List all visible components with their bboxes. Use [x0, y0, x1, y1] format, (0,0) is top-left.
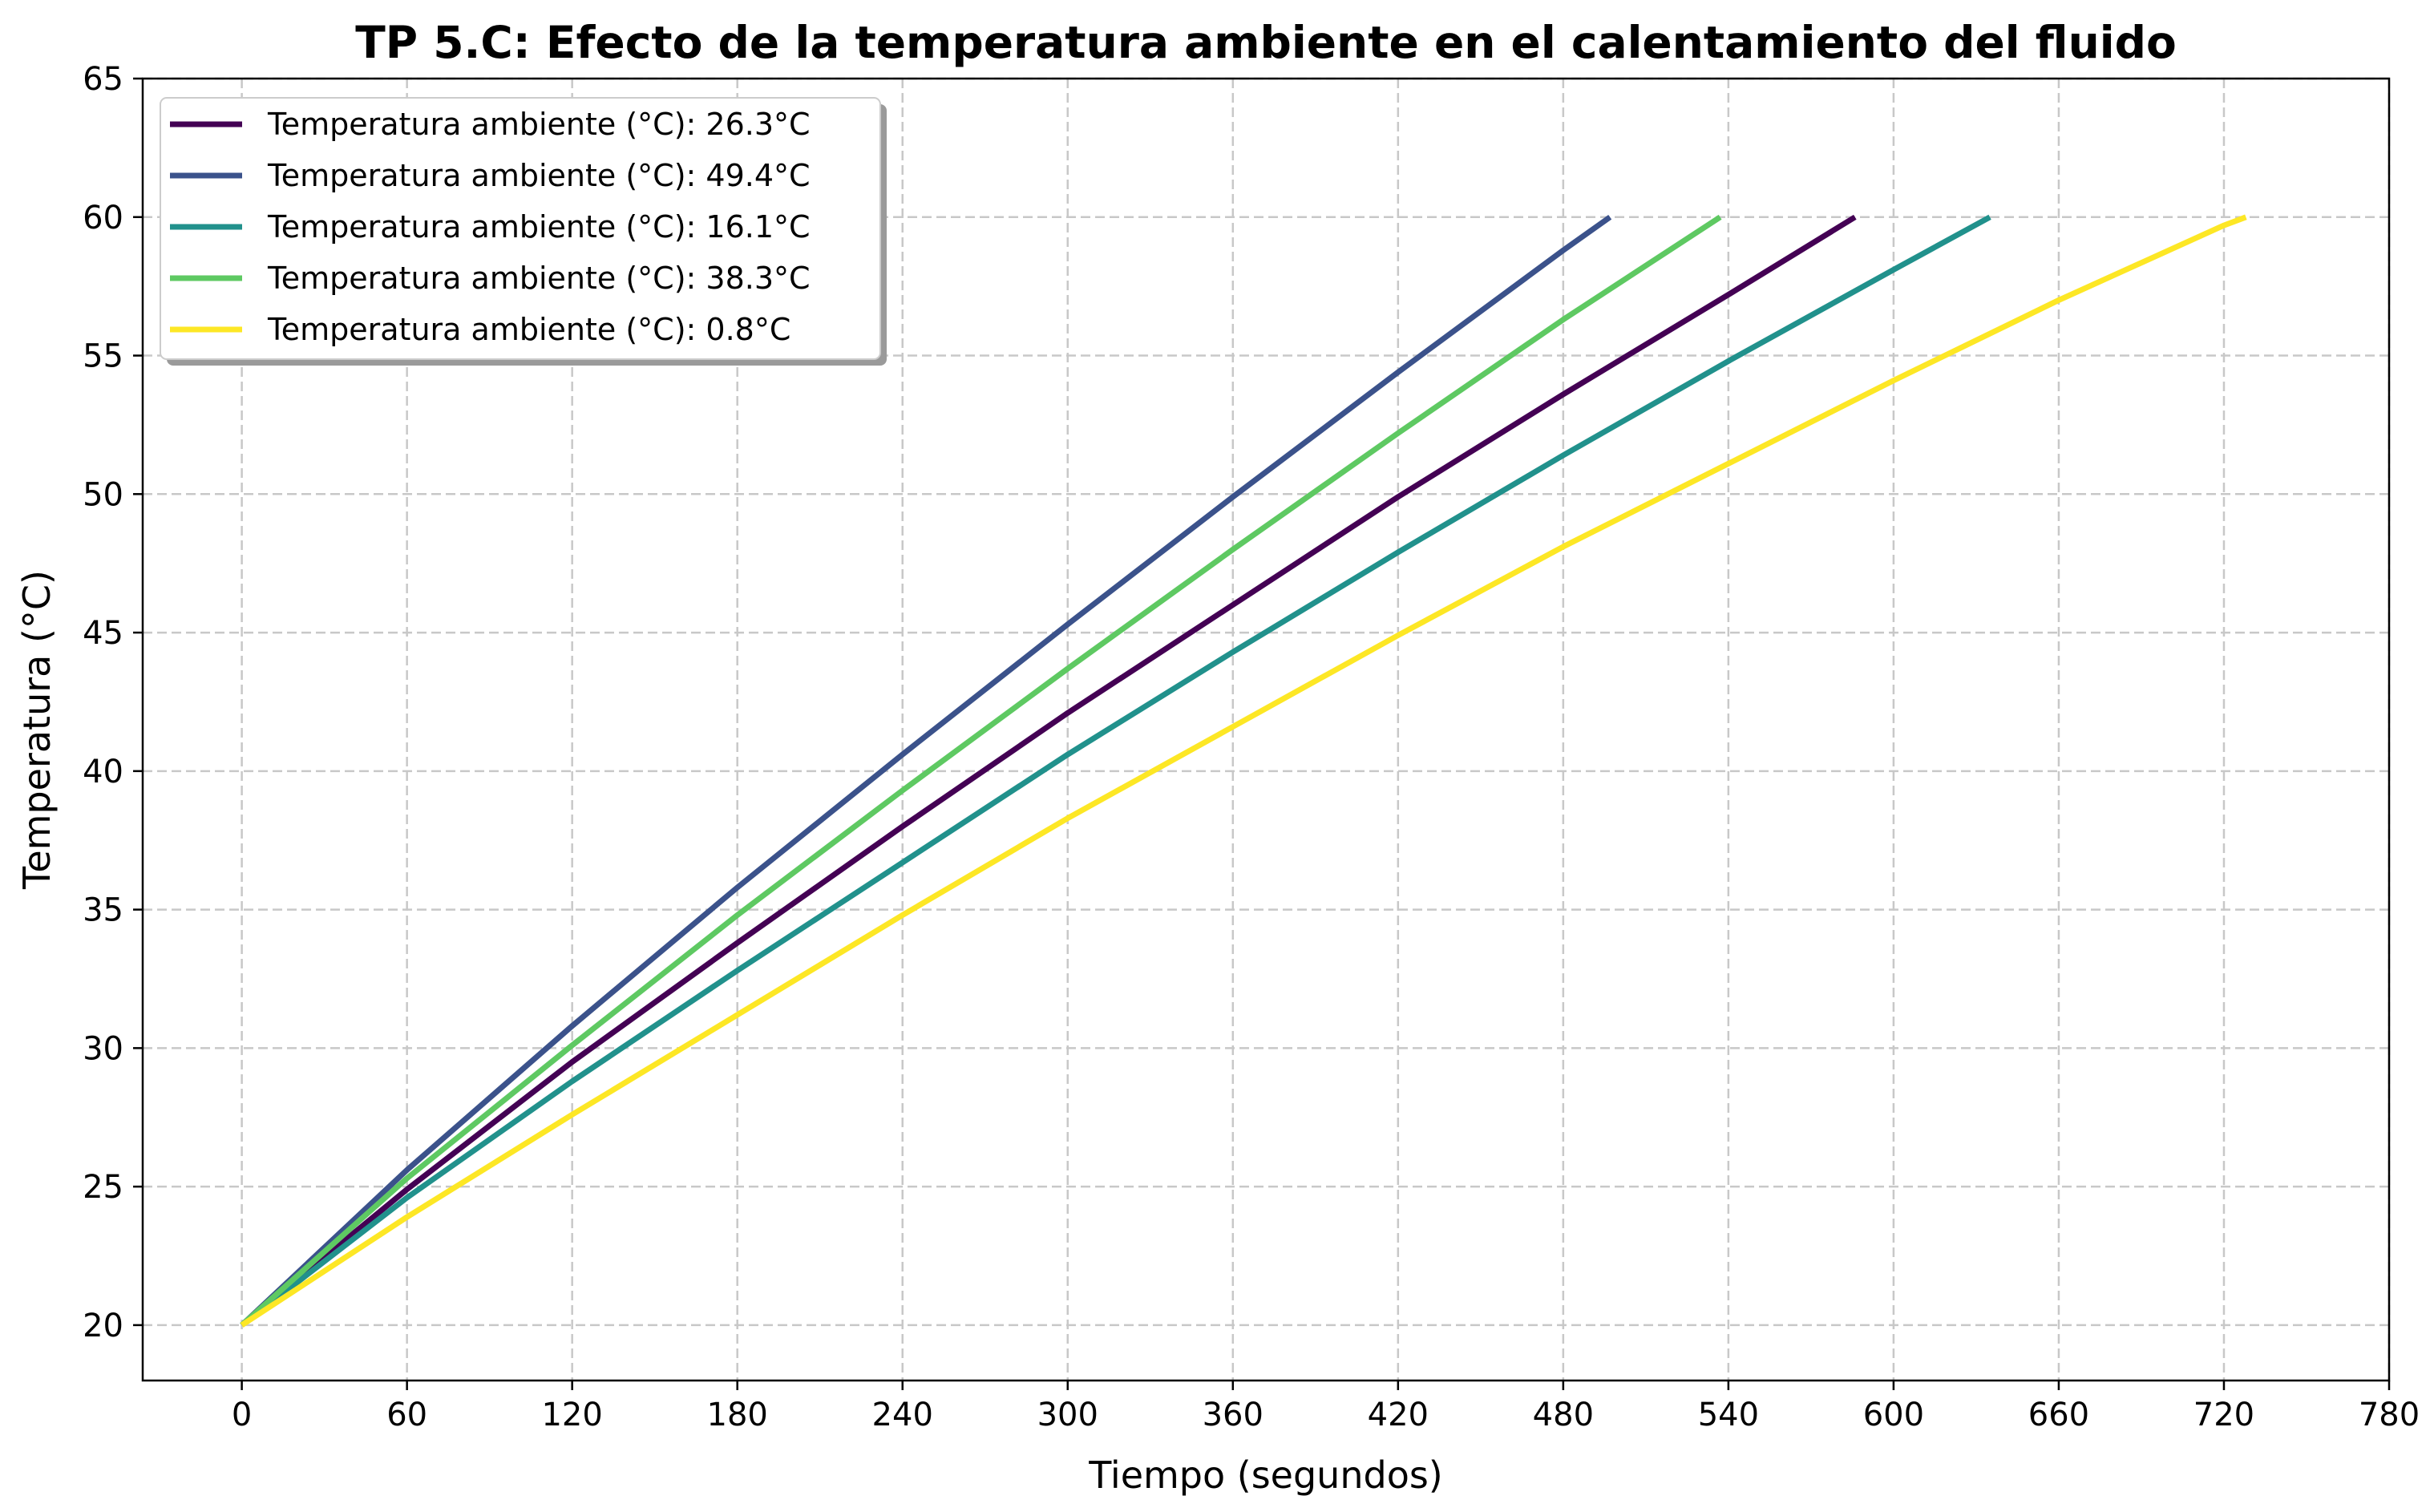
x-tick-label: 660: [2028, 1397, 2089, 1433]
y-tick-label: 45: [83, 615, 123, 652]
y-tick-label: 65: [83, 61, 123, 98]
series-line-2: [240, 214, 1612, 1328]
y-tick-label: 25: [83, 1169, 123, 1206]
x-axis-label: Tiempo (segundos): [1088, 1453, 1443, 1497]
y-tick-label: 55: [83, 338, 123, 375]
series-line-4: [240, 214, 1722, 1328]
legend-box: [160, 97, 881, 360]
x-tick-label: 540: [1698, 1397, 1759, 1433]
x-tick-label: 240: [872, 1397, 933, 1433]
x-tick-label: 120: [541, 1397, 602, 1433]
y-tick-label: 35: [83, 892, 123, 929]
y-tick-label: 20: [83, 1308, 123, 1344]
x-tick-label: 420: [1368, 1397, 1429, 1433]
y-tick-label: 30: [83, 1030, 123, 1067]
x-tick-label: 0: [232, 1397, 252, 1433]
y-axis-label: Temperatura (°C): [15, 570, 59, 890]
legend-entry: Temperatura ambiente (°C): 0.8°C: [267, 312, 790, 347]
x-tick-label: 300: [1037, 1397, 1098, 1433]
x-tick-label: 480: [1533, 1397, 1594, 1433]
chart-title: TP 5.C: Efecto de la temperatura ambient…: [355, 17, 2177, 68]
series-lines: [240, 214, 2247, 1328]
x-tick-label: 360: [1203, 1397, 1263, 1433]
legend-entry: Temperatura ambiente (°C): 26.3°C: [267, 107, 811, 142]
x-tick-label: 600: [1863, 1397, 1924, 1433]
x-tick-label: 180: [707, 1397, 768, 1433]
axis-ticks: 0 60 120 180 240 300 360 420 480 540 600 660 720 780 2…: [83, 61, 2420, 1433]
series-line-3: [240, 214, 1991, 1328]
legend-entry: Temperatura ambiente (°C): 49.4°C: [267, 158, 811, 193]
x-tick-label: 720: [2193, 1397, 2254, 1433]
plot-frame: [141, 77, 2391, 1382]
y-tick-label: 40: [83, 754, 123, 790]
x-tick-label: 60: [386, 1397, 427, 1433]
y-tick-label: 50: [83, 476, 123, 513]
series-line-1: [240, 214, 1857, 1328]
legend-entry: Temperatura ambiente (°C): 16.1°C: [267, 209, 811, 245]
legend: Temperatura ambiente (°C): 26.3°C Tempera…: [160, 97, 887, 366]
series-line-5: [240, 214, 2247, 1328]
legend-entry: Temperatura ambiente (°C): 38.3°C: [267, 261, 811, 296]
y-tick-label: 60: [83, 200, 123, 237]
x-tick-label: 780: [2359, 1397, 2420, 1433]
